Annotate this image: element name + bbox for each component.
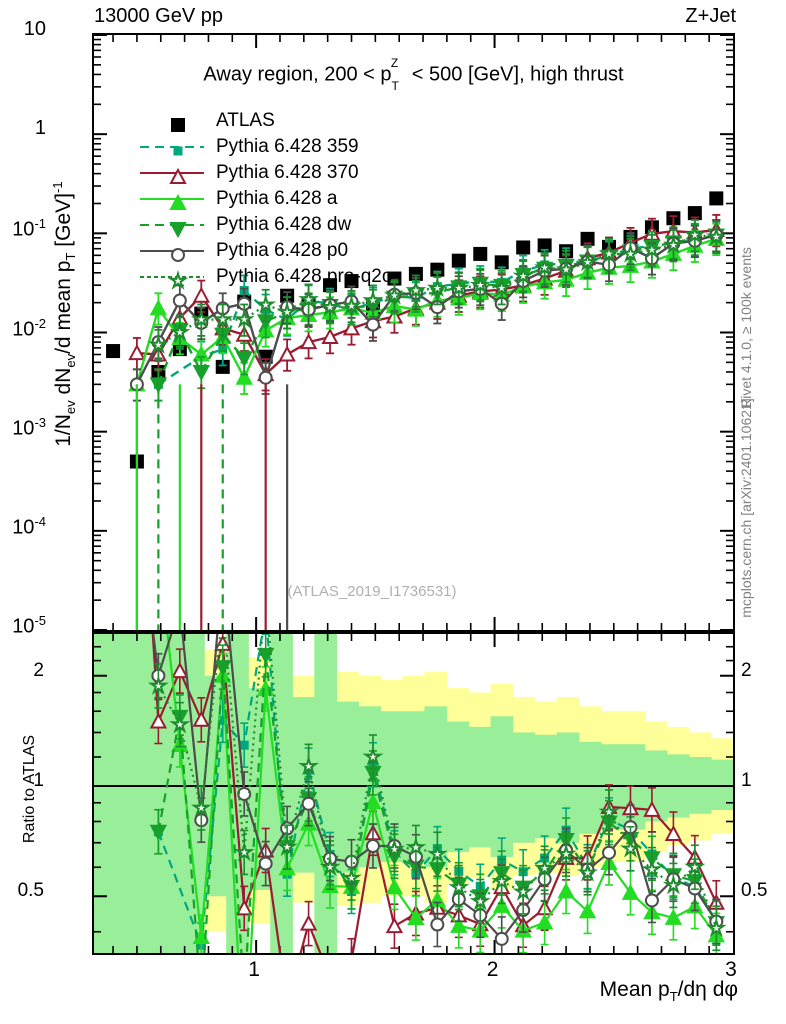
legend-key-4: [140, 215, 204, 239]
legend-item-2: Pythia 6.428 370: [140, 160, 392, 186]
legend-key-3: [140, 189, 204, 210]
y-title-text: 1/Nev dNev/d mean pT [GeV]-1: [49, 181, 79, 447]
ratio-y-tick-right-1: 1: [741, 769, 752, 791]
legend-label-2: Pythia 6.428 370: [216, 162, 359, 183]
ratio-y-tick-right-2: 2: [741, 659, 752, 681]
legend-item-1: Pythia 6.428 359: [140, 134, 392, 160]
main-y-tick--4: 10-4: [12, 513, 46, 539]
offscale-droplines: [135, 384, 289, 630]
main-y-tick--5: 10-5: [12, 613, 46, 638]
legend-line-6: [140, 276, 204, 278]
main-y-tick--3: 10-3: [12, 414, 46, 440]
legend-label-3: Pythia 6.428 a: [216, 188, 338, 209]
legend-line-1: [140, 146, 204, 148]
ratio-plot-canvas: [94, 634, 733, 953]
legend-marker-5: [171, 248, 185, 262]
legend-marker-6: [167, 270, 189, 290]
mcplots-source-label: mcplots.cern.ch [arXiv:2401.10621]: [738, 398, 754, 618]
x-tick-3: 3: [725, 958, 737, 981]
legend-line-2: [140, 172, 204, 174]
legend-key-6: [140, 267, 204, 290]
analysis-id-watermark: (ATLAS_2019_I1736531): [287, 583, 457, 600]
ratio-y-tick-right-0.5: 0.5: [741, 880, 768, 902]
legend-item-6: Pythia 6.428 pro-q2o: [140, 264, 392, 290]
legend-item-3: Pythia 6.428 a: [140, 186, 392, 212]
ratio-plot-panel: [92, 632, 735, 955]
legend-label-6: Pythia 6.428 pro-q2o: [216, 266, 393, 287]
legend-label-0: ATLAS: [216, 110, 275, 131]
legend-line-5: [140, 250, 204, 252]
ratio-y-tick-left-1: 1: [33, 769, 44, 791]
process-label: Z+Jet: [685, 5, 736, 27]
x-axis-title: Mean pT/dη dφ: [599, 978, 738, 1005]
legend-marker-2: [169, 167, 187, 184]
legend-label-5: Pythia 6.428 p0: [216, 240, 349, 261]
legend-marker-1: [173, 146, 183, 156]
ratio-pythia-6-428-pro-q2o: [147, 634, 727, 952]
legend-marker-0: [171, 118, 185, 132]
legend-label-4: Pythia 6.428 dw: [216, 214, 352, 235]
ratio-y-tick-left-2: 2: [33, 659, 44, 681]
legend-marker-4: [169, 222, 187, 239]
legend-item-4: Pythia 6.428 dw: [140, 212, 392, 239]
series-pythia-6-428-pro-q2o: [147, 219, 727, 363]
plot-title: Away region, 200 < pTZ < 500 [GeV], high…: [203, 56, 624, 93]
main-y-tick-0: 1: [34, 117, 46, 140]
main-plot-panel: [92, 33, 735, 632]
ratio-y-tick-left-0.5: 0.5: [17, 880, 44, 902]
main-y-tick-1: 10: [23, 18, 46, 40]
legend-key-0: [140, 111, 204, 132]
legend-marker-3: [169, 193, 187, 210]
beam-energy-label: 13000 GeV pp: [94, 5, 223, 27]
main-y-tick--1: 10-1: [12, 216, 46, 241]
x-tick-2: 2: [486, 958, 499, 981]
legend-key-1: [140, 137, 204, 157]
x-tick-1: 1: [248, 958, 260, 981]
main-plot-canvas: [94, 34, 733, 631]
legend: ATLAS Pythia 6.428 359 Pythia 6.428 370 Pyt…: [140, 108, 392, 290]
legend-item-0: ATLAS: [140, 108, 392, 134]
legend-line-3: [140, 198, 204, 200]
legend-label-1: Pythia 6.428 359: [216, 136, 359, 157]
legend-key-5: [140, 241, 204, 262]
legend-item-5: Pythia 6.428 p0: [140, 238, 392, 264]
legend-key-2: [140, 163, 204, 184]
main-y-tick--2: 10-2: [12, 315, 46, 341]
main-y-axis-title: 1/Nev dNev/d mean pT [GeV]-1: [50, 14, 78, 614]
